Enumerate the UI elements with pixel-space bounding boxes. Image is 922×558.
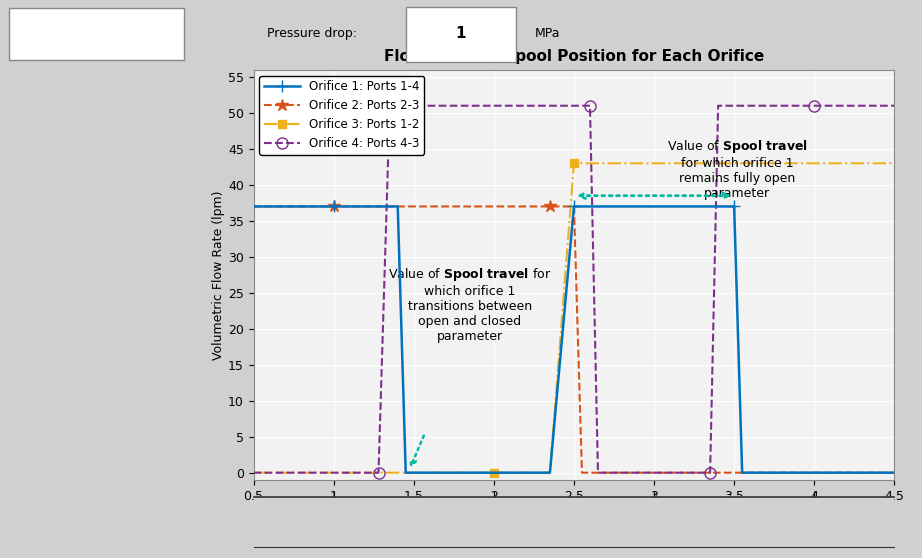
Orifice 1: Ports 1-4: (2, 0): Ports 1-4: (2, 0) [489, 469, 500, 476]
Orifice 3: Ports 1-2: (1, 0): Ports 1-2: (1, 0) [328, 469, 339, 476]
Orifice 2: Ports 2-3: (2.55, 0): Ports 2-3: (2.55, 0) [576, 469, 587, 476]
Orifice 2: Ports 2-3: (2.35, 37): Ports 2-3: (2.35, 37) [544, 203, 555, 210]
Orifice 3: Ports 1-2: (2, 0): Ports 1-2: (2, 0) [489, 469, 500, 476]
Text: Value of $\mathbf{Spool\ travel}$ for
which orifice 1
transitions between
open a: Value of $\mathbf{Spool\ travel}$ for wh… [388, 266, 551, 343]
Orifice 3: Ports 1-2: (3, 43): Ports 1-2: (3, 43) [648, 160, 659, 167]
Orifice 4: Ports 4-3: (2.5, 51): Ports 4-3: (2.5, 51) [568, 102, 579, 109]
Orifice 2: Ports 2-3: (0.5, 37): Ports 2-3: (0.5, 37) [248, 203, 259, 210]
Orifice 2: Ports 2-3: (2, 37): Ports 2-3: (2, 37) [489, 203, 500, 210]
Orifice 4: Ports 4-3: (4.5, 51): Ports 4-3: (4.5, 51) [889, 102, 900, 109]
Orifice 4: Ports 4-3: (2.6, 51): Ports 4-3: (2.6, 51) [585, 102, 596, 109]
Orifice 4: Ports 4-3: (1.28, 0): Ports 4-3: (1.28, 0) [373, 469, 384, 476]
Orifice 4: Ports 4-3: (3.35, 0): Ports 4-3: (3.35, 0) [704, 469, 715, 476]
Orifice 2: Ports 2-3: (4.5, 0): Ports 2-3: (4.5, 0) [889, 469, 900, 476]
Text: Value of $\mathbf{Spool\ travel}$
for which orifice 1
remains fully open
paramet: Value of $\mathbf{Spool\ travel}$ for wh… [667, 138, 808, 200]
Orifice 1: Ports 1-4: (3.55, 0): Ports 1-4: (3.55, 0) [737, 469, 748, 476]
Orifice 3: Ports 1-2: (0.5, 0): Ports 1-2: (0.5, 0) [248, 469, 259, 476]
Line: Orifice 2: Ports 2-3: Orifice 2: Ports 2-3 [247, 200, 901, 479]
Orifice 1: Ports 1-4: (2.35, 0): Ports 1-4: (2.35, 0) [544, 469, 555, 476]
Orifice 4: Ports 4-3: (3.5, 51): Ports 4-3: (3.5, 51) [728, 102, 739, 109]
Legend: Orifice 1: Ports 1-4, Orifice 2: Ports 2-3, Orifice 3: Ports 1-2, Orifice 4: Por: Orifice 1: Ports 1-4, Orifice 2: Ports 2… [259, 76, 424, 155]
Text: Pressure drop:: Pressure drop: [267, 27, 358, 40]
Orifice 2: Ports 2-3: (3, 0): Ports 2-3: (3, 0) [648, 469, 659, 476]
Orifice 3: Ports 1-2: (3.5, 43): Ports 1-2: (3.5, 43) [728, 160, 739, 167]
Orifice 4: Ports 4-3: (1.5, 51): Ports 4-3: (1.5, 51) [408, 102, 420, 109]
Orifice 2: Ports 2-3: (2.5, 37): Ports 2-3: (2.5, 37) [568, 203, 579, 210]
Line: Orifice 4: Ports 4-3: Orifice 4: Ports 4-3 [248, 100, 900, 478]
Y-axis label: Volumetric Flow Rate (lpm): Volumetric Flow Rate (lpm) [212, 190, 225, 359]
Orifice 1: Ports 1-4: (3, 37): Ports 1-4: (3, 37) [648, 203, 659, 210]
Orifice 3: Ports 1-2: (1.5, 0): Ports 1-2: (1.5, 0) [408, 469, 420, 476]
Line: Orifice 1: Ports 1-4: Orifice 1: Ports 1-4 [247, 200, 901, 479]
Orifice 3: Ports 1-2: (4, 43): Ports 1-2: (4, 43) [809, 160, 820, 167]
Orifice 1: Ports 1-4: (1.45, 0): Ports 1-4: (1.45, 0) [400, 469, 411, 476]
Orifice 2: Ports 2-3: (1.5, 37): Ports 2-3: (1.5, 37) [408, 203, 420, 210]
FancyBboxPatch shape [9, 8, 184, 60]
Title: Flow Rate vs. Spool Position for Each Orifice: Flow Rate vs. Spool Position for Each Or… [384, 50, 764, 64]
Orifice 4: Ports 4-3: (1.35, 51): Ports 4-3: (1.35, 51) [384, 102, 396, 109]
Orifice 3: Ports 1-2: (4.5, 43): Ports 1-2: (4.5, 43) [889, 160, 900, 167]
Orifice 3: Ports 1-2: (2.5, 43): Ports 1-2: (2.5, 43) [568, 160, 579, 167]
Orifice 1: Ports 1-4: (4.5, 0): Ports 1-4: (4.5, 0) [889, 469, 900, 476]
Text: 1: 1 [455, 26, 467, 41]
Orifice 1: Ports 1-4: (4, 0): Ports 1-4: (4, 0) [809, 469, 820, 476]
Text: Reload Data: Reload Data [58, 27, 136, 40]
FancyBboxPatch shape [406, 7, 516, 61]
Line: Orifice 3: Ports 1-2: Orifice 3: Ports 1-2 [249, 159, 899, 477]
Orifice 1: Ports 1-4: (1.4, 37): Ports 1-4: (1.4, 37) [392, 203, 403, 210]
Orifice 4: Ports 4-3: (2, 51): Ports 4-3: (2, 51) [489, 102, 500, 109]
Orifice 2: Ports 2-3: (1, 37): Ports 2-3: (1, 37) [328, 203, 339, 210]
Orifice 1: Ports 1-4: (3.5, 37): Ports 1-4: (3.5, 37) [728, 203, 739, 210]
Orifice 3: Ports 1-2: (2.35, 0): Ports 1-2: (2.35, 0) [544, 469, 555, 476]
X-axis label: Spool Travel (mm): Spool Travel (mm) [511, 508, 637, 522]
Orifice 4: Ports 4-3: (3, 0): Ports 4-3: (3, 0) [648, 469, 659, 476]
Orifice 4: Ports 4-3: (0.5, 0): Ports 4-3: (0.5, 0) [248, 469, 259, 476]
Orifice 4: Ports 4-3: (2.65, 0): Ports 4-3: (2.65, 0) [593, 469, 604, 476]
Text: MPa: MPa [535, 27, 561, 40]
Orifice 2: Ports 2-3: (3.5, 0): Ports 2-3: (3.5, 0) [728, 469, 739, 476]
Orifice 1: Ports 1-4: (1, 37): Ports 1-4: (1, 37) [328, 203, 339, 210]
Orifice 4: Ports 4-3: (4, 51): Ports 4-3: (4, 51) [809, 102, 820, 109]
Orifice 1: Ports 1-4: (2.5, 37): Ports 1-4: (2.5, 37) [568, 203, 579, 210]
Orifice 4: Ports 4-3: (3.4, 51): Ports 4-3: (3.4, 51) [713, 102, 724, 109]
Orifice 1: Ports 1-4: (0.5, 37): Ports 1-4: (0.5, 37) [248, 203, 259, 210]
Orifice 2: Ports 2-3: (4, 0): Ports 2-3: (4, 0) [809, 469, 820, 476]
Orifice 4: Ports 4-3: (1, 0): Ports 4-3: (1, 0) [328, 469, 339, 476]
